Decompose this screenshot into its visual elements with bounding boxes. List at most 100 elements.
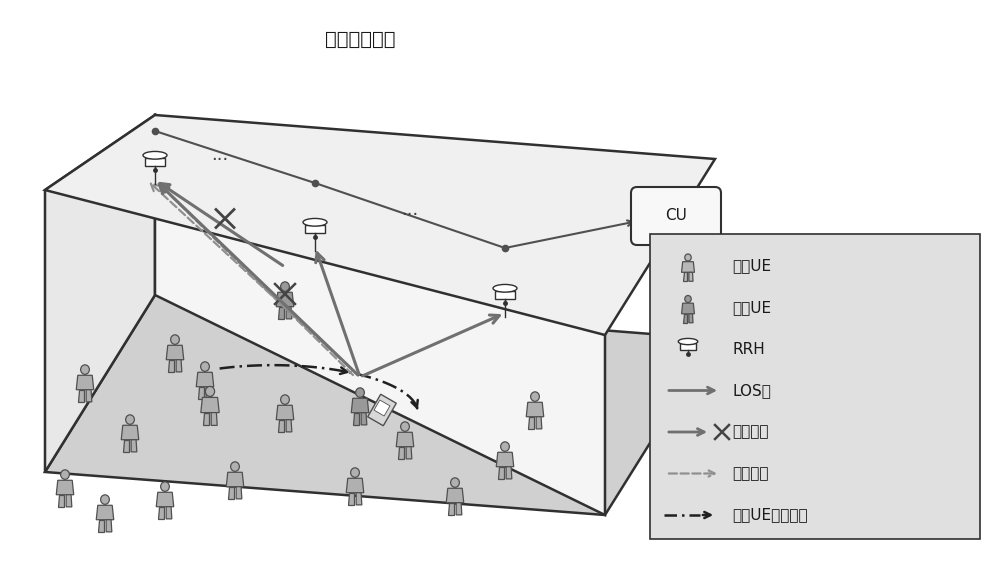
Text: 目标UE: 目标UE: [732, 259, 771, 273]
Ellipse shape: [126, 415, 134, 424]
Ellipse shape: [205, 386, 215, 396]
Text: LOS径: LOS径: [732, 383, 771, 398]
FancyBboxPatch shape: [650, 234, 980, 539]
Polygon shape: [448, 503, 454, 515]
Polygon shape: [683, 272, 687, 281]
Polygon shape: [96, 505, 114, 520]
Polygon shape: [682, 262, 694, 272]
Polygon shape: [456, 503, 462, 515]
Polygon shape: [198, 387, 204, 399]
Polygon shape: [201, 397, 219, 413]
Ellipse shape: [531, 392, 539, 401]
Polygon shape: [206, 387, 212, 399]
Polygon shape: [78, 390, 84, 402]
Polygon shape: [66, 495, 72, 507]
Ellipse shape: [678, 338, 698, 345]
Polygon shape: [368, 394, 396, 426]
Polygon shape: [166, 345, 184, 359]
Ellipse shape: [685, 295, 691, 302]
Polygon shape: [196, 373, 214, 387]
Text: 遮挡路径: 遮挡路径: [732, 425, 768, 439]
Ellipse shape: [161, 482, 169, 492]
Polygon shape: [278, 307, 284, 319]
Bar: [305, 225, 325, 233]
Ellipse shape: [81, 365, 89, 374]
FancyBboxPatch shape: [631, 187, 721, 245]
Polygon shape: [351, 398, 369, 413]
Polygon shape: [121, 425, 139, 440]
Polygon shape: [353, 413, 359, 425]
Polygon shape: [203, 413, 209, 425]
Bar: [145, 158, 165, 166]
Polygon shape: [682, 303, 694, 314]
Polygon shape: [286, 307, 292, 319]
Polygon shape: [236, 486, 242, 499]
Text: ...: ...: [211, 146, 229, 164]
Ellipse shape: [356, 388, 364, 397]
Polygon shape: [276, 405, 294, 420]
Polygon shape: [45, 115, 155, 472]
Polygon shape: [498, 467, 504, 479]
Text: RRH: RRH: [732, 341, 765, 357]
Polygon shape: [168, 359, 174, 372]
Polygon shape: [689, 314, 693, 323]
Ellipse shape: [281, 395, 289, 404]
Polygon shape: [131, 440, 137, 452]
Bar: [495, 291, 515, 299]
Polygon shape: [45, 115, 715, 335]
Polygon shape: [123, 440, 129, 452]
Polygon shape: [374, 400, 390, 416]
Polygon shape: [406, 447, 412, 459]
Polygon shape: [276, 292, 294, 307]
Text: CU: CU: [665, 209, 687, 223]
Polygon shape: [176, 359, 182, 372]
Ellipse shape: [143, 151, 167, 159]
Polygon shape: [689, 272, 693, 281]
Ellipse shape: [61, 470, 69, 479]
Text: 高速前端链路: 高速前端链路: [325, 29, 395, 49]
Polygon shape: [56, 480, 74, 495]
Ellipse shape: [493, 285, 517, 292]
Polygon shape: [526, 402, 544, 417]
Text: 其他UE: 其他UE: [732, 300, 771, 315]
Polygon shape: [348, 493, 354, 505]
Polygon shape: [683, 314, 687, 323]
Polygon shape: [446, 488, 464, 503]
Polygon shape: [346, 479, 364, 493]
Ellipse shape: [685, 254, 691, 261]
Polygon shape: [398, 447, 404, 459]
Bar: [680, 344, 696, 350]
Polygon shape: [496, 452, 514, 467]
Polygon shape: [361, 413, 367, 425]
Polygon shape: [278, 420, 284, 432]
Ellipse shape: [303, 218, 327, 226]
Text: 衍射路径: 衍射路径: [732, 466, 768, 481]
Ellipse shape: [201, 362, 209, 371]
Polygon shape: [228, 486, 234, 499]
Ellipse shape: [351, 468, 359, 477]
Text: 目标UE运动轨迹: 目标UE运动轨迹: [732, 507, 808, 523]
Ellipse shape: [501, 442, 509, 451]
Polygon shape: [86, 390, 92, 402]
Polygon shape: [158, 507, 164, 519]
Ellipse shape: [101, 495, 109, 504]
Polygon shape: [166, 507, 172, 519]
Polygon shape: [155, 115, 605, 515]
Polygon shape: [226, 472, 244, 486]
Polygon shape: [356, 493, 362, 505]
Ellipse shape: [231, 462, 239, 471]
Polygon shape: [58, 495, 64, 507]
Polygon shape: [98, 520, 104, 532]
Polygon shape: [211, 413, 217, 425]
Polygon shape: [156, 492, 174, 507]
Polygon shape: [536, 417, 542, 429]
Polygon shape: [106, 520, 112, 532]
Ellipse shape: [281, 282, 289, 291]
Ellipse shape: [451, 478, 459, 487]
Polygon shape: [528, 417, 534, 429]
Polygon shape: [76, 375, 94, 390]
Polygon shape: [286, 420, 292, 432]
Ellipse shape: [171, 335, 179, 344]
Polygon shape: [396, 432, 414, 447]
Polygon shape: [506, 467, 512, 479]
